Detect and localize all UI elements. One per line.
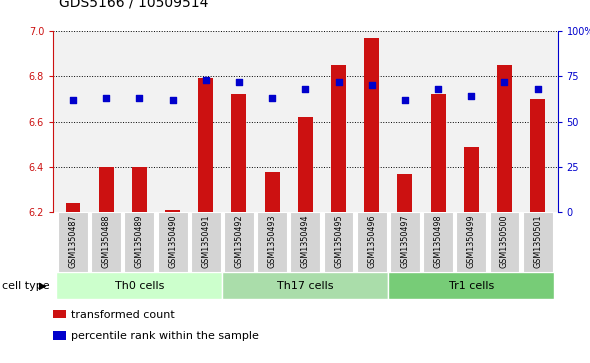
Point	[433, 86, 442, 92]
Text: GSM1350501: GSM1350501	[533, 214, 542, 268]
Bar	[364, 38, 379, 212]
Point	[500, 79, 509, 85]
Point	[68, 97, 78, 103]
Bar	[257, 212, 287, 272]
Point	[234, 79, 244, 85]
Text: GSM1350493: GSM1350493	[268, 214, 277, 268]
Bar	[53, 331, 65, 340]
Bar	[58, 212, 88, 272]
Bar	[99, 167, 114, 212]
Bar	[91, 212, 121, 272]
Text: cell type: cell type	[2, 281, 50, 291]
Point	[267, 95, 277, 101]
Bar	[390, 212, 420, 272]
Bar	[456, 212, 486, 272]
Text: Th17 cells: Th17 cells	[277, 281, 333, 291]
Text: transformed count: transformed count	[71, 310, 175, 319]
Text: GSM1350498: GSM1350498	[434, 214, 442, 268]
Point	[367, 82, 376, 88]
Text: Th0 cells: Th0 cells	[114, 281, 164, 291]
Text: GSM1350488: GSM1350488	[101, 214, 111, 268]
Bar	[357, 212, 386, 272]
Point	[168, 97, 177, 103]
Bar	[290, 212, 320, 272]
Text: GSM1350490: GSM1350490	[168, 214, 177, 268]
Bar	[124, 212, 155, 272]
Point	[400, 97, 409, 103]
Bar	[224, 212, 254, 272]
Bar	[158, 212, 188, 272]
Bar	[165, 210, 180, 212]
Bar	[523, 212, 553, 272]
Bar	[298, 117, 313, 212]
Bar	[231, 94, 247, 212]
Bar	[222, 272, 388, 299]
Point	[135, 95, 144, 101]
Text: GSM1350497: GSM1350497	[401, 214, 409, 268]
Bar	[530, 99, 545, 212]
Point	[300, 86, 310, 92]
Bar	[423, 212, 453, 272]
Text: ▶: ▶	[38, 281, 46, 291]
Bar	[265, 172, 280, 212]
Text: GSM1350489: GSM1350489	[135, 214, 144, 268]
Bar	[65, 203, 80, 212]
Bar	[331, 65, 346, 212]
Bar	[490, 212, 519, 272]
Bar	[398, 174, 412, 212]
Text: GSM1350500: GSM1350500	[500, 214, 509, 268]
Text: GSM1350491: GSM1350491	[201, 214, 210, 268]
Text: GSM1350494: GSM1350494	[301, 214, 310, 268]
Text: GSM1350496: GSM1350496	[367, 214, 376, 268]
Text: GSM1350495: GSM1350495	[334, 214, 343, 268]
Text: GSM1350487: GSM1350487	[68, 214, 77, 268]
Point	[101, 95, 111, 101]
Text: percentile rank within the sample: percentile rank within the sample	[71, 331, 259, 341]
Bar	[323, 212, 353, 272]
Bar	[57, 272, 222, 299]
Bar	[198, 78, 213, 212]
Point	[533, 86, 542, 92]
Text: GSM1350492: GSM1350492	[234, 214, 244, 268]
Bar	[431, 94, 445, 212]
Text: GDS5166 / 10509514: GDS5166 / 10509514	[59, 0, 208, 9]
Bar	[464, 147, 478, 212]
Point	[467, 93, 476, 99]
Text: GSM1350499: GSM1350499	[467, 214, 476, 268]
Point	[334, 79, 343, 85]
Text: Tr1 cells: Tr1 cells	[448, 281, 494, 291]
Bar	[53, 310, 65, 318]
Bar	[191, 212, 221, 272]
Bar	[497, 65, 512, 212]
Point	[201, 77, 211, 83]
Bar	[132, 167, 147, 212]
Bar	[388, 272, 554, 299]
